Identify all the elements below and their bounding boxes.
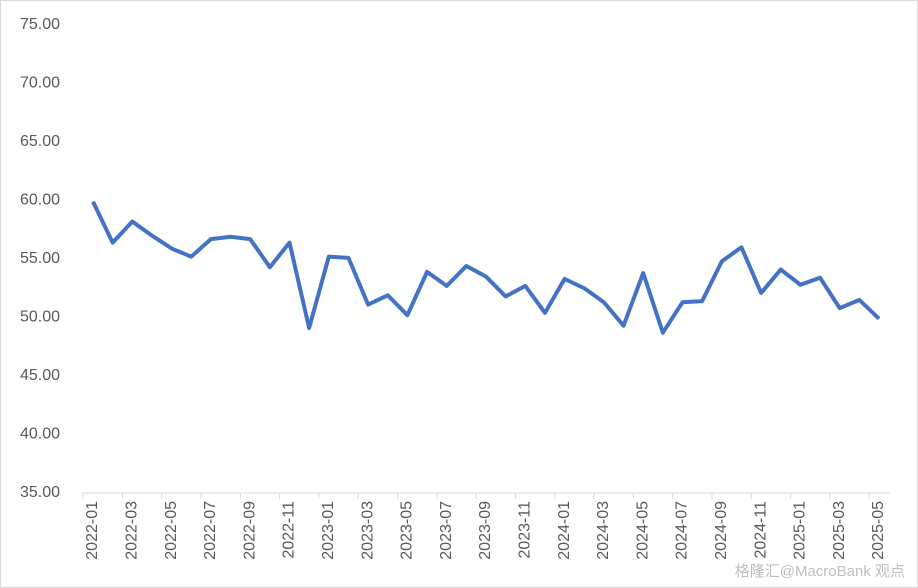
x-tick-label: 2022-03 bbox=[124, 501, 141, 560]
x-tick-label: 2022-09 bbox=[241, 501, 258, 560]
x-tick-label: 2023-01 bbox=[320, 501, 337, 560]
x-tick-label: 2023-09 bbox=[477, 501, 494, 560]
x-tick-label: 2024-07 bbox=[674, 501, 691, 560]
x-tick-label: 2024-09 bbox=[713, 501, 730, 560]
x-tick-label: 2023-07 bbox=[438, 501, 455, 560]
x-tick-label: 2025-01 bbox=[792, 501, 809, 560]
y-tick-label: 60.00 bbox=[20, 192, 60, 209]
x-tick-label: 2024-05 bbox=[634, 501, 651, 560]
y-tick-label: 35.00 bbox=[20, 484, 60, 501]
y-tick-label: 45.00 bbox=[20, 367, 60, 384]
y-tick-label: 55.00 bbox=[20, 250, 60, 267]
y-tick-label: 70.00 bbox=[20, 75, 60, 92]
watermark: 格隆汇@MacroBank 观点 bbox=[735, 563, 905, 580]
x-tick-label: 2024-11 bbox=[752, 501, 769, 559]
x-tick-label: 2023-11 bbox=[517, 501, 534, 559]
x-tick-label: 2023-05 bbox=[399, 501, 416, 560]
x-tick-label: 2024-03 bbox=[595, 501, 612, 560]
x-tick-label: 2025-05 bbox=[870, 501, 887, 560]
y-tick-label: 65.00 bbox=[20, 133, 60, 150]
x-tick-label: 2023-03 bbox=[359, 501, 376, 560]
x-tick-label: 2025-03 bbox=[831, 501, 848, 560]
x-tick-label: 2024-01 bbox=[556, 501, 573, 560]
x-tick-label: 2022-07 bbox=[202, 501, 219, 560]
x-tick-label: 2022-11 bbox=[281, 501, 298, 559]
y-tick-label: 75.00 bbox=[20, 16, 60, 33]
y-tick-label: 40.00 bbox=[20, 426, 60, 443]
line-series bbox=[91, 200, 881, 335]
y-tick-label: 50.00 bbox=[20, 309, 60, 326]
x-tick-label: 2022-05 bbox=[163, 501, 180, 560]
x-tick-label: 2022-01 bbox=[84, 501, 101, 560]
